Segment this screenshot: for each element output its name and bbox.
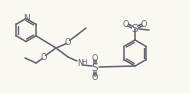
Text: H: H — [81, 58, 87, 65]
Text: O: O — [92, 73, 98, 82]
Text: S: S — [92, 63, 98, 73]
Text: O: O — [65, 37, 71, 46]
Text: O: O — [92, 53, 98, 62]
Text: O: O — [41, 53, 47, 61]
Text: N: N — [23, 14, 29, 23]
Text: S: S — [132, 24, 138, 34]
Text: N: N — [77, 58, 83, 68]
Text: O: O — [141, 20, 147, 28]
Text: O: O — [123, 20, 129, 28]
